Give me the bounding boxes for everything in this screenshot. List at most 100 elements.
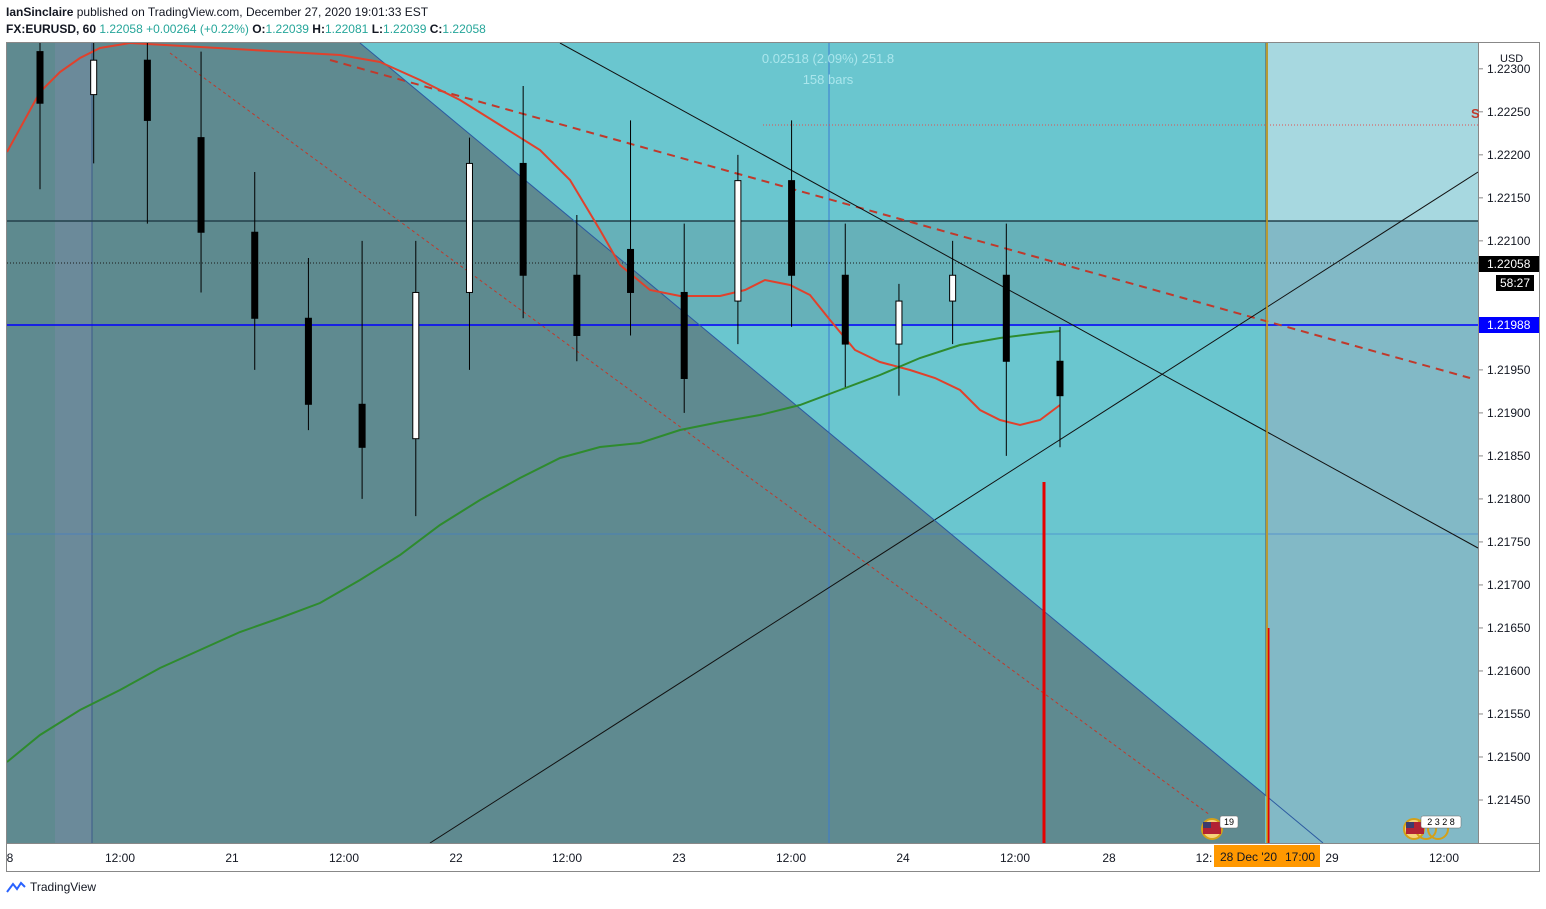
candle[interactable] (627, 120, 635, 336)
y-tick-label: 1.22200 (1487, 148, 1531, 162)
future-zone-upper (1268, 43, 1478, 221)
x-tick-label: 12:00 (1000, 851, 1030, 865)
ma-red-line[interactable] (7, 43, 1061, 427)
candle[interactable] (788, 120, 796, 327)
price-axis[interactable]: USD S 1.22300 1.22250 1.22200 1.22150 1.2210… (1471, 43, 1539, 843)
high-label: H: (312, 22, 325, 36)
measure-line1: 0.02518 (2.09%) 251.8 (762, 51, 894, 66)
ma-green-line[interactable] (7, 330, 1061, 763)
candle-body-down (573, 274, 581, 336)
footer-brand[interactable]: TradingView (6, 880, 96, 894)
footer-brand-text: TradingView (30, 880, 97, 894)
candle[interactable] (90, 9, 98, 164)
event-count-right: 2 3 2 8 (1427, 817, 1455, 827)
candle[interactable] (465, 137, 473, 370)
event-badge-right[interactable]: 2 3 2 8 (1403, 815, 1462, 840)
candles-group[interactable] (36, 9, 1064, 517)
currency-label: USD (1500, 53, 1523, 65)
x-tick-label: 12:00 (776, 851, 806, 865)
session-shade (55, 43, 92, 843)
candle[interactable] (573, 215, 581, 362)
candle[interactable] (841, 223, 849, 388)
candle[interactable] (680, 223, 688, 413)
time-axis[interactable]: 8 12:00 21 12:00 22 12:00 23 12:00 24 12:00 28 12: 2… (7, 843, 1539, 868)
blue-price-tag[interactable]: 1.21988 (1479, 317, 1539, 333)
event-count-left: 19 (1224, 817, 1234, 827)
candle[interactable] (197, 51, 205, 293)
candle-body-up (949, 274, 957, 302)
last-price-tag-text: 1.22058 (1487, 257, 1531, 271)
low-label: L: (371, 22, 384, 36)
y-tick-label: 1.21850 (1487, 449, 1531, 463)
candle[interactable] (519, 86, 527, 319)
candle[interactable] (1002, 223, 1010, 456)
side-letter: S (1471, 106, 1480, 121)
x-tick-label: 12:00 (105, 851, 135, 865)
y-tick-label: 1.21900 (1487, 406, 1531, 420)
candle[interactable] (251, 172, 259, 370)
candle-body-up (734, 180, 742, 302)
last-price-tag[interactable]: 1.22058 (1479, 256, 1539, 272)
descending-trendline[interactable] (559, 43, 1478, 549)
candle-body-up (90, 59, 98, 96)
range-zone (7, 221, 1265, 326)
x-tick-label: 12: (1196, 851, 1213, 865)
measure-line2: 158 bars (803, 72, 854, 87)
date-cursor-date: 28 Dec '20 (1220, 850, 1277, 864)
candle[interactable] (895, 283, 903, 396)
low-value: 1.22039 (383, 22, 427, 36)
red-dashed-trendline[interactable] (329, 59, 1471, 379)
candle[interactable] (412, 240, 420, 517)
y-tick-label: 1.21950 (1487, 363, 1531, 377)
candle-body-down (251, 231, 259, 319)
blue-price-tag-text: 1.21988 (1487, 318, 1531, 332)
y-tick-label: 1.22250 (1487, 105, 1531, 119)
tradingview-logo-icon (6, 881, 26, 893)
x-tick-label: 28 (1102, 851, 1116, 865)
plot-area[interactable]: 0.02518 (2.09%) 251.8 158 bars 19 2 3 2 … (7, 9, 1478, 843)
chart-frame (6, 42, 1540, 872)
candle[interactable] (358, 240, 366, 499)
published-text: published on TradingView.com, December 2… (76, 5, 429, 19)
open-label: O: (252, 22, 266, 36)
candle-body-down (680, 291, 688, 379)
date-cursor-tag[interactable]: 28 Dec '20 17:00 (1214, 845, 1320, 867)
y-tick-label: 1.21500 (1487, 750, 1531, 764)
candle-body-down (36, 51, 44, 104)
event-badge-left[interactable]: 19 (1201, 815, 1239, 840)
publish-info: IanSinclaire published on TradingView.co… (6, 5, 428, 19)
candle[interactable] (734, 154, 742, 345)
x-tick-label: 21 (225, 851, 239, 865)
candle[interactable] (949, 240, 957, 345)
x-tick-label: 24 (896, 851, 910, 865)
candle[interactable] (304, 258, 312, 431)
y-tick-label: 1.21700 (1487, 578, 1531, 592)
candle[interactable] (143, 17, 151, 224)
x-tick-label: 12:00 (329, 851, 359, 865)
x-tick-label: 29 (1325, 851, 1339, 865)
price-change: +0.00264 (+0.22%) (146, 22, 249, 36)
date-cursor-time: 17:00 (1285, 850, 1315, 864)
red-dotted-channel[interactable] (169, 52, 1211, 816)
last-price: 1.22058 (99, 22, 143, 36)
x-tick-label: 12:00 (1429, 851, 1459, 865)
candle[interactable] (1056, 326, 1064, 448)
candle-body-up (895, 300, 903, 345)
x-tick-label: 22 (449, 851, 463, 865)
close-value: 1.22058 (442, 22, 486, 36)
x-tick-label: 23 (672, 851, 686, 865)
candle-body-up (412, 291, 420, 440)
candle[interactable] (36, 17, 44, 190)
x-tick-label: 12:00 (552, 851, 582, 865)
candle-body-down (1002, 274, 1010, 362)
author-name[interactable]: IanSinclaire (6, 5, 74, 19)
y-tick-label: 1.21600 (1487, 664, 1531, 678)
candle-body-down (1056, 360, 1064, 397)
y-tick-label: 1.22100 (1487, 234, 1531, 248)
ascending-trendline[interactable] (429, 171, 1478, 843)
candle-body-down (627, 248, 635, 293)
y-tick-label: 1.21550 (1487, 707, 1531, 721)
x-tick-label: 8 (7, 851, 14, 865)
symbol-name[interactable]: FX:EURUSD, 60 (6, 22, 97, 36)
